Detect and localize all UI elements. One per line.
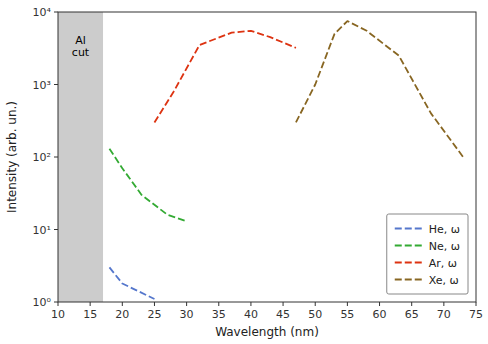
series-line <box>154 31 295 123</box>
legend-label: Xe, ω <box>429 274 459 287</box>
legend: He, ω Ne, ω Ar, ω Xe, ω <box>387 214 468 294</box>
annotation: Alcut <box>72 34 90 60</box>
series-line <box>296 21 463 157</box>
x-tick-label: 70 <box>437 308 451 321</box>
x-tick-label: 10 <box>51 308 65 321</box>
y-axis-label: Intensity (arb. un.) <box>5 101 19 213</box>
legend-swatch <box>395 228 423 230</box>
x-tick <box>379 302 380 306</box>
y-tick <box>54 157 58 158</box>
y-tick-label: 10¹ <box>33 224 51 237</box>
series-line <box>109 149 186 222</box>
x-tick <box>283 302 284 306</box>
x-tick-label: 60 <box>373 308 387 321</box>
x-tick-label: 45 <box>276 308 290 321</box>
plot-background <box>58 12 476 302</box>
x-tick-label: 30 <box>180 308 194 321</box>
x-axis-label: Wavelength (nm) <box>215 325 319 339</box>
x-tick-label: 65 <box>405 308 419 321</box>
legend-swatch <box>395 262 423 264</box>
legend-swatch <box>395 279 423 281</box>
x-tick <box>186 302 187 306</box>
chart: 10 15 20 25 30 35 40 45 50 55 60 65 70 75 10⁰ 10¹ 10² 10³… <box>0 0 488 344</box>
x-tick-label: 15 <box>83 308 97 321</box>
x-tick-label: 55 <box>340 308 354 321</box>
x-tick-label: 50 <box>308 308 322 321</box>
legend-label: Ar, ω <box>429 257 457 270</box>
x-tick <box>90 302 91 306</box>
x-tick <box>154 302 155 306</box>
plot-frame <box>58 12 476 302</box>
y-tick-label: 10⁰ <box>33 296 52 309</box>
series-line <box>109 267 154 299</box>
y-tick <box>54 12 58 13</box>
legend-label: He, ω <box>429 223 460 236</box>
y-tick-label: 10³ <box>33 79 51 92</box>
y-tick <box>54 229 58 230</box>
x-tick <box>347 302 348 306</box>
y-tick-label: 10⁴ <box>33 6 52 19</box>
x-tick <box>122 302 123 306</box>
legend-label: Ne, ω <box>429 240 460 253</box>
x-tick-label: 75 <box>469 308 483 321</box>
x-tick-label: 25 <box>147 308 161 321</box>
x-tick <box>443 302 444 306</box>
annotation-line: cut <box>72 46 90 59</box>
legend-swatch <box>395 245 423 247</box>
x-tick <box>315 302 316 306</box>
x-tick-label: 40 <box>244 308 258 321</box>
x-tick <box>218 302 219 306</box>
annotation-line: Al <box>75 34 86 47</box>
y-tick <box>54 302 58 303</box>
x-tick <box>250 302 251 306</box>
x-tick <box>58 302 59 306</box>
x-tick-label: 20 <box>115 308 129 321</box>
shaded-region <box>58 12 103 302</box>
x-tick <box>411 302 412 306</box>
y-tick <box>54 84 58 85</box>
legend-box <box>387 214 468 294</box>
x-tick <box>476 302 477 306</box>
y-tick-label: 10² <box>33 151 51 164</box>
x-tick-label: 35 <box>212 308 226 321</box>
